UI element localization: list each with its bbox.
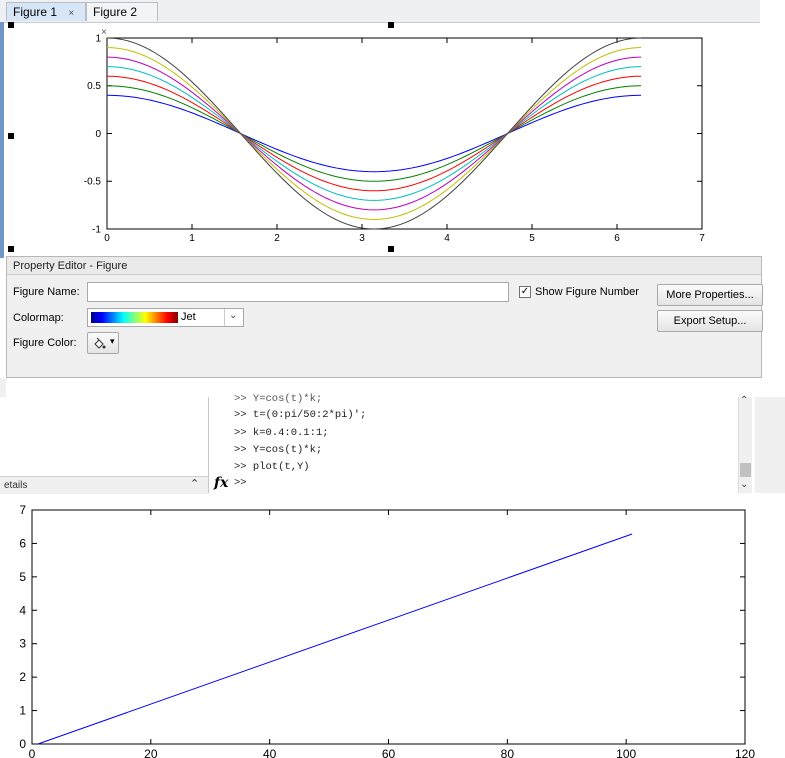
y-tick-label: -1 (92, 224, 101, 235)
selection-handle[interactable] (8, 133, 14, 139)
x-tick-label: 7 (699, 233, 705, 244)
close-icon[interactable]: × (68, 8, 75, 19)
series-line (106, 66, 642, 201)
chevron-up-icon[interactable]: ⌃ (190, 478, 200, 490)
plot-area (106, 37, 703, 230)
tab-label: Figure 2 (93, 5, 138, 19)
command-line: >> plot(t,Y) (234, 461, 310, 473)
x-tick-label: 1 (189, 233, 195, 244)
x-tick-label: 3 (359, 233, 365, 244)
details-label: etails (4, 480, 28, 491)
property-editor-title: Property Editor - Figure (7, 257, 761, 275)
export-setup-button[interactable]: Export Setup... (657, 310, 763, 332)
fx-icon[interactable]: fx (214, 475, 229, 491)
x-tick-label: 0 (29, 747, 36, 758)
details-bar[interactable]: etails ⌃ (0, 476, 208, 494)
colormap-value: Jet (181, 311, 196, 323)
y-tick-label: 7 (19, 503, 26, 517)
selection-handle[interactable] (8, 246, 14, 252)
x-tick-label: 40 (263, 747, 277, 758)
x-tick-label: 5 (529, 233, 535, 244)
command-window[interactable]: >> Y=cos(t)*k; >> t=(0:pi/50:2*pi)'; >> … (210, 393, 755, 493)
series-line (37, 533, 633, 745)
command-scrollbar[interactable]: ⌃ ⌄ (738, 395, 752, 493)
window-gutter (755, 397, 785, 493)
x-tick-label: 6 (614, 233, 620, 244)
x-tick-label: 80 (501, 747, 515, 758)
chevron-down-icon[interactable]: ⌄ (229, 310, 238, 321)
tab-figure-2[interactable]: Figure 2 × (86, 2, 158, 38)
figure-name-field[interactable] (87, 282, 509, 302)
show-figure-number-checkbox[interactable]: ✓ (519, 286, 531, 298)
x-tick-label: 100 (616, 747, 636, 758)
selection-handle[interactable] (388, 22, 394, 28)
selection-handle[interactable] (8, 22, 14, 28)
left-edge-bar (0, 22, 4, 258)
y-tick-label: 0.5 (87, 81, 101, 92)
paint-bucket-icon (94, 337, 106, 349)
x-tick-label: 4 (444, 233, 450, 244)
y-tick-label: 0 (95, 129, 101, 140)
figure-name-label: Figure Name: (13, 286, 80, 298)
series-line (106, 37, 642, 230)
y-tick-label: 4 (19, 603, 26, 617)
select-divider (224, 309, 225, 326)
command-line: >> k=0.4:0.1:1; (234, 427, 329, 439)
command-line: >> Y=cos(t)*k; (234, 393, 323, 405)
tab-figure-1[interactable]: Figure 1 × (6, 2, 86, 21)
figure-2-plot[interactable]: 0 20 40 60 80 100 120 0 1 2 3 4 5 6 7 (0, 494, 785, 758)
series-line (106, 94, 642, 173)
figure-color-label: Figure Color: (13, 337, 77, 349)
x-tick-label: 120 (735, 747, 755, 758)
chevron-down-icon: ▾ (110, 336, 115, 346)
selection-handle[interactable] (388, 246, 394, 252)
colormap-label: Colormap: (13, 312, 64, 324)
y-tick-label: 1 (19, 704, 26, 718)
x-tick-label: 20 (144, 747, 158, 758)
y-tick-label: 3 (19, 637, 26, 651)
jet-colormap-swatch (91, 312, 178, 323)
figure-1-plot[interactable]: 0 1 2 3 4 5 6 7 -1 -0.5 0 0.5 1 (0, 22, 760, 256)
panel-edge (0, 378, 6, 398)
property-editor-panel: Property Editor - Figure Figure Name: ✓ … (6, 256, 763, 378)
series-line (106, 85, 642, 182)
y-tick-label: 5 (19, 570, 26, 584)
series-line (106, 75, 642, 192)
series-line (106, 47, 642, 220)
scrollbar-thumb[interactable] (740, 463, 751, 477)
chevron-down-icon[interactable]: ⌄ (740, 479, 749, 490)
x-tick-label: 0 (104, 233, 110, 244)
show-figure-number-label: Show Figure Number (535, 286, 639, 298)
command-line: >> t=(0:pi/50:2*pi)'; (234, 409, 367, 421)
y-tick-label: 2 (19, 670, 26, 684)
command-prompt[interactable]: >> (234, 477, 247, 489)
close-icon[interactable]: × (101, 27, 107, 38)
figure-tab-bar: Figure 1 × Figure 2 × (0, 0, 760, 38)
y-tick-label: -0.5 (84, 177, 102, 188)
series-line (106, 56, 642, 211)
scroll-up-icon[interactable]: ⌃ (740, 395, 749, 406)
x-tick-label: 2 (274, 233, 280, 244)
command-line: >> Y=cos(t)*k; (234, 444, 323, 456)
y-tick-label: 0 (19, 737, 26, 751)
plot-area (31, 509, 746, 745)
figure-color-button[interactable]: ▾ (87, 332, 119, 354)
y-tick-label: 6 (19, 536, 26, 550)
colormap-select[interactable]: Jet ⌄ (87, 308, 244, 327)
more-properties-button[interactable]: More Properties... (657, 284, 763, 306)
tab-label: Figure 1 (13, 5, 58, 19)
x-tick-label: 60 (382, 747, 396, 758)
y-tick-label: 1 (95, 33, 101, 44)
